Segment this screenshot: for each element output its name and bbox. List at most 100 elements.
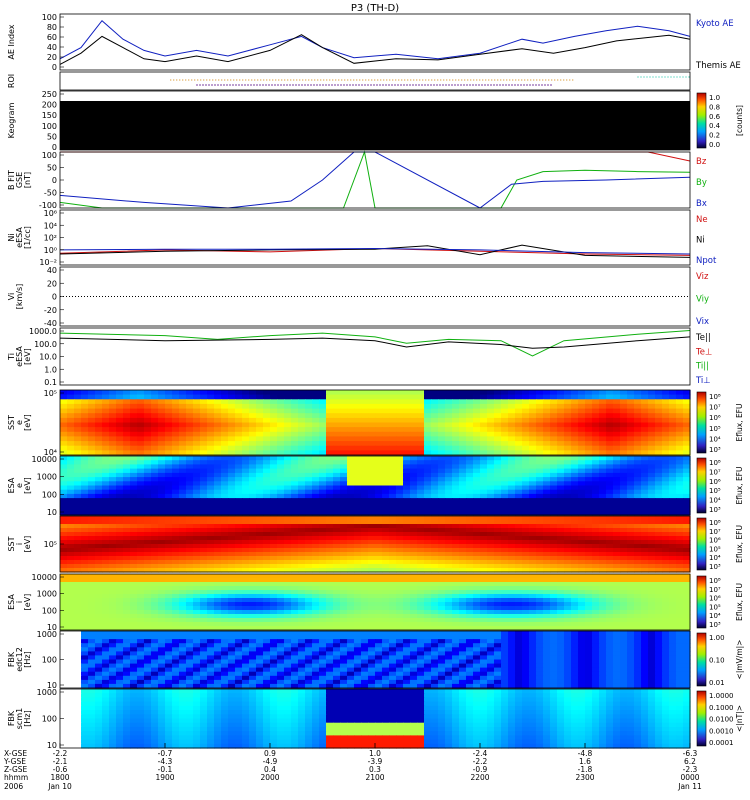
spectrogram-cell xyxy=(634,594,642,599)
spectrogram-cell xyxy=(109,556,117,561)
spectrogram-cell xyxy=(648,481,656,487)
spectrogram-cell xyxy=(361,441,369,447)
spectrogram-cell xyxy=(326,413,334,419)
spectrogram-cell xyxy=(592,560,600,565)
spectrogram-cell xyxy=(410,528,418,533)
spectrogram-cell xyxy=(564,445,572,451)
spectrogram-cell xyxy=(270,528,278,533)
spectrogram-cell xyxy=(151,390,159,396)
spectrogram-cell xyxy=(662,502,670,508)
spectrogram-cell xyxy=(571,413,579,419)
spectrogram-cell xyxy=(60,590,68,595)
spectrogram-cell xyxy=(473,498,481,503)
spectrogram-cell xyxy=(669,399,677,405)
spectrogram-cell xyxy=(452,477,460,482)
spectrogram-cell xyxy=(480,598,488,603)
spectrogram-cell xyxy=(333,586,341,591)
y-tick-label: 20 xyxy=(47,279,57,288)
spectrogram-cell xyxy=(137,528,145,533)
spectrogram-cell xyxy=(95,394,103,400)
spectrogram-cell xyxy=(179,598,187,603)
spectrogram-cell xyxy=(158,594,166,599)
spectrogram-cell xyxy=(347,460,355,465)
spectrogram-cell xyxy=(452,431,460,437)
spectrogram-cell xyxy=(424,441,432,447)
y-tick-label: 20 xyxy=(47,53,57,62)
spectrogram-cell xyxy=(312,610,320,615)
spectrogram-cell xyxy=(102,390,110,396)
spectrogram-cell xyxy=(494,556,502,561)
spectrogram-cell xyxy=(606,413,614,419)
spectrogram-cell xyxy=(347,481,355,487)
spectrogram-cell xyxy=(361,594,369,599)
spectrogram-cell xyxy=(347,445,355,451)
spectrogram-cell xyxy=(305,586,313,591)
spectrogram-cell xyxy=(263,586,271,591)
spectrogram-cell xyxy=(263,489,271,495)
spectrogram-cell xyxy=(277,532,285,537)
spectrogram-cell xyxy=(424,510,432,516)
spectrogram-cell xyxy=(382,544,390,549)
spectrogram-cell xyxy=(375,578,383,583)
spectrogram-cell xyxy=(676,556,684,561)
spectrogram-cell xyxy=(151,436,159,442)
spectrogram-cell xyxy=(361,431,369,437)
spectrogram-cell xyxy=(606,556,614,561)
spectrogram-cell xyxy=(221,574,229,579)
spectrogram-cell xyxy=(235,441,243,447)
y-axis-label: GSE xyxy=(15,172,24,188)
spectrogram-cell xyxy=(557,403,565,410)
spectrogram-cell xyxy=(669,602,677,607)
spectrogram-cell xyxy=(361,417,369,424)
spectrogram-cell xyxy=(466,436,474,442)
spectrogram-cell xyxy=(508,394,516,400)
spectrogram-cell xyxy=(354,536,362,541)
spectrogram-cell xyxy=(347,574,355,579)
spectrogram-cell xyxy=(81,536,89,541)
spectrogram-cell xyxy=(529,598,537,603)
spectrogram-cell xyxy=(95,582,103,587)
spectrogram-cell xyxy=(676,498,684,503)
spectrogram-cell xyxy=(536,524,544,529)
spectrogram-cell xyxy=(326,417,334,424)
spectrogram-cell xyxy=(501,472,509,478)
spectrogram-cell xyxy=(655,516,663,521)
spectrogram-cell xyxy=(606,610,614,615)
spectrogram-cell xyxy=(81,540,89,545)
spectrogram-cell xyxy=(382,598,390,603)
spectrogram-cell xyxy=(466,614,474,619)
spectrogram-cell xyxy=(641,450,649,456)
spectrogram-cell xyxy=(193,560,201,565)
spectrogram-cell xyxy=(221,556,229,561)
spectrogram-cell xyxy=(179,610,187,615)
spectrogram-cell xyxy=(480,399,488,405)
spectrogram-cell xyxy=(585,460,593,465)
spectrogram-cell xyxy=(312,598,320,603)
spectrogram-cell xyxy=(466,516,474,521)
spectrogram-cell xyxy=(109,394,117,400)
spectrogram-cell xyxy=(242,468,250,474)
spectrogram-cell xyxy=(81,417,89,424)
spectrogram-cell xyxy=(60,560,68,565)
spectrogram-cell xyxy=(354,468,362,474)
spectrogram-cell xyxy=(291,481,299,487)
spectrogram-cell xyxy=(144,586,152,591)
spectrogram-cell xyxy=(333,520,341,525)
spectrogram-cell xyxy=(662,481,670,487)
spectrogram-cell xyxy=(193,520,201,525)
spectrogram-cell xyxy=(452,422,460,428)
spectrogram-cell xyxy=(480,556,488,561)
spectrogram-cell xyxy=(669,594,677,599)
spectrogram-cell xyxy=(228,582,236,587)
spectrogram-cell xyxy=(144,598,152,603)
spectrogram-cell xyxy=(60,552,68,557)
spectrogram-cell xyxy=(606,477,614,482)
spectrogram-cell xyxy=(648,408,656,414)
spectrogram-cell xyxy=(284,506,292,512)
spectrogram-cell xyxy=(508,390,516,396)
spectrogram-cell xyxy=(172,544,180,549)
spectrogram-cell xyxy=(88,598,96,603)
spectrogram-cell xyxy=(200,422,208,428)
spectrogram-cell xyxy=(389,450,397,456)
spectrogram-cell xyxy=(109,464,117,470)
